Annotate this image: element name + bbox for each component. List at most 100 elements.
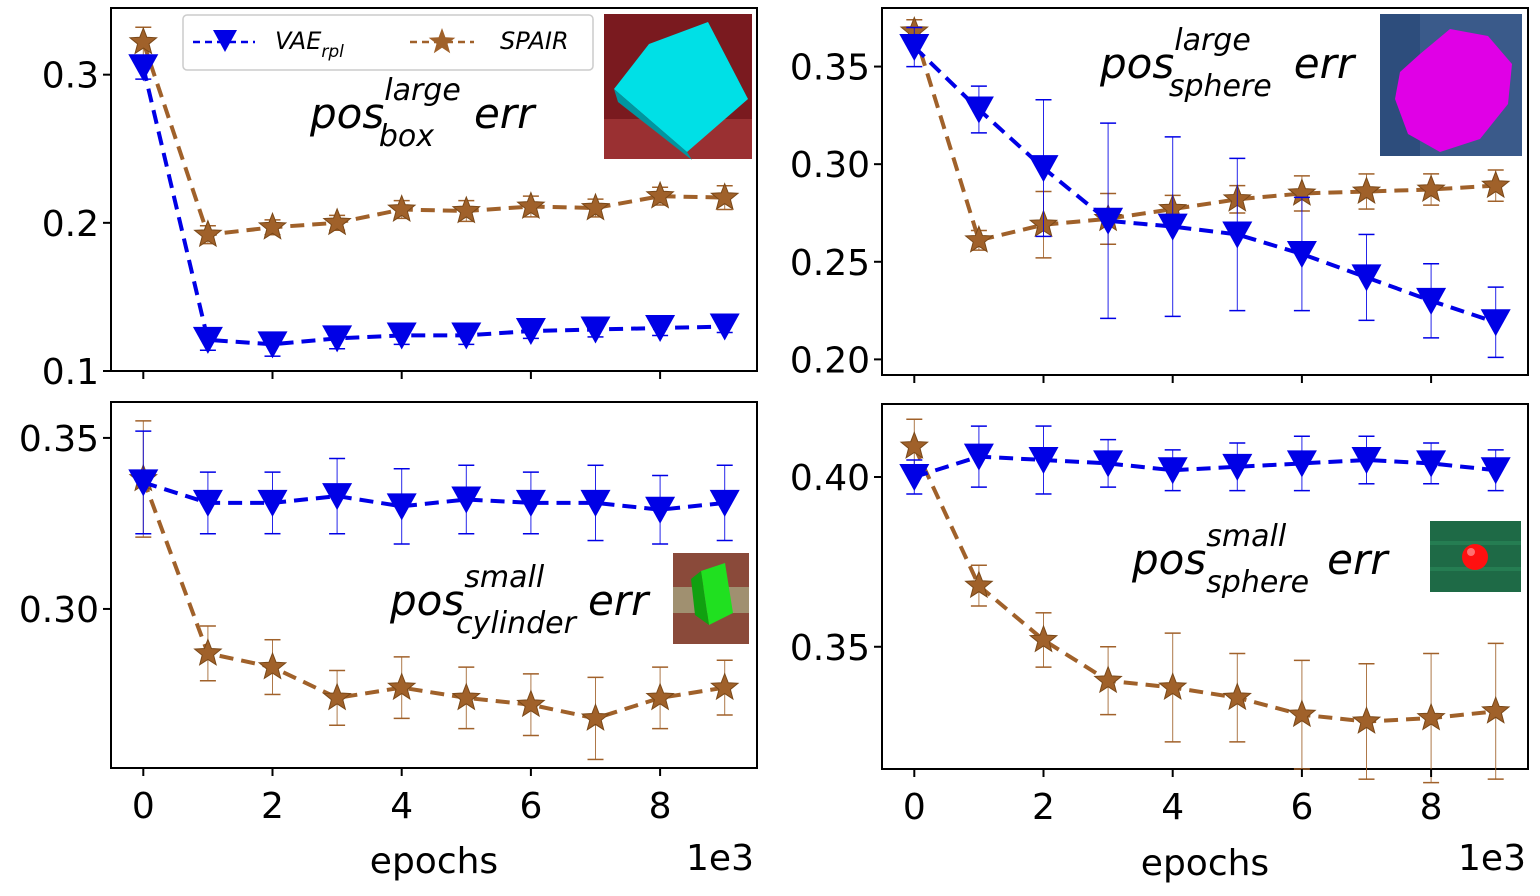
x-multiplier-left: 1e3 (686, 838, 754, 879)
series-line-vae (913, 454, 1496, 479)
y-tick-label: 0.1 (42, 352, 99, 393)
point-marker (580, 703, 611, 731)
series-line-spair (912, 30, 1496, 243)
point-marker (1351, 176, 1382, 204)
legend-spair-label: SPAIR (500, 27, 569, 55)
x-axis-label-right: epochs (1141, 843, 1269, 884)
series-line-vae (912, 45, 1497, 325)
point-marker (193, 219, 223, 248)
point-marker (515, 489, 546, 517)
series-line-vae (141, 66, 725, 347)
axes-frame (110, 401, 758, 769)
point-marker (645, 180, 675, 209)
legend-vae-label: VAErpl (275, 27, 344, 62)
point-marker (128, 26, 158, 55)
y-ticks: 0.35 0.40 (790, 458, 882, 669)
series-vae (899, 425, 1511, 495)
y-tick-label: 0.30 (790, 145, 870, 186)
point-marker (1351, 706, 1382, 734)
point-marker (386, 322, 417, 350)
legend-spair-marker-icon (428, 28, 456, 54)
plot-area (128, 420, 740, 761)
series-line-spair (141, 41, 725, 237)
y-tick-label: 0.40 (790, 458, 870, 499)
point-marker (1028, 447, 1059, 475)
point-marker (1157, 457, 1188, 485)
point-marker (1157, 213, 1188, 241)
x-tick-label: 0 (132, 786, 155, 827)
point-marker (1028, 624, 1059, 653)
point-marker (451, 682, 481, 711)
point-marker (710, 182, 740, 211)
point-marker (899, 431, 929, 459)
point-marker (1222, 682, 1252, 711)
legend: VAErpl SPAIR (182, 14, 594, 71)
point-marker (128, 54, 159, 82)
point-marker (451, 322, 482, 350)
point-marker (322, 682, 352, 711)
panel-cylinder-small: 0.30 0.35 0 2 4 6 8 possmall cylinder err (19, 401, 758, 827)
series-vae (899, 26, 1511, 359)
y-tick-label: 0.35 (790, 48, 870, 89)
point-marker (1093, 207, 1124, 235)
y-ticks: 0.20 0.25 0.30 0.35 (790, 48, 882, 381)
point-marker (580, 489, 611, 517)
x-tick-label: 4 (1161, 787, 1184, 828)
x-tick-label: 0 (903, 787, 926, 828)
y-ticks: 0.30 0.35 (19, 419, 111, 631)
cyan-box-icon (614, 22, 748, 152)
point-marker (515, 317, 546, 345)
y-tick-label: 0.30 (19, 590, 99, 631)
plot-area (899, 16, 1511, 359)
inset-image (604, 14, 752, 160)
series-vae (128, 54, 740, 359)
point-marker (645, 682, 675, 711)
point-marker (451, 486, 482, 514)
point-marker (1416, 702, 1446, 731)
point-marker (192, 489, 223, 517)
series-spair (128, 26, 740, 248)
y-tick-label: 0.3 (42, 56, 99, 97)
point-marker (964, 224, 994, 253)
green-cylinder-icon (701, 563, 733, 625)
x-tick-label: 4 (390, 786, 413, 827)
y-tick-label: 0.35 (790, 628, 870, 669)
point-marker (710, 672, 740, 701)
x-tick-label: 8 (649, 786, 672, 827)
x-ticks: 0 2 4 6 8 (132, 768, 672, 827)
plot-area (899, 418, 1511, 784)
point-marker (1158, 672, 1188, 700)
y-tick-label: 0.35 (19, 419, 99, 460)
panel-title: possmall cylinder err (389, 560, 651, 641)
point-marker (386, 493, 417, 521)
y-tick-label: 0.20 (790, 340, 870, 381)
point-marker (322, 483, 353, 511)
point-marker (580, 316, 611, 344)
point-marker (387, 194, 417, 222)
point-marker (1416, 287, 1447, 315)
point-marker (257, 651, 288, 680)
point-marker (1287, 699, 1317, 728)
box-side-shade (614, 89, 692, 160)
point-marker (451, 195, 481, 224)
point-marker (1481, 695, 1511, 724)
x-ticks: 0 2 4 6 8 (903, 769, 1443, 828)
point-marker (387, 672, 417, 701)
series-vae (128, 430, 740, 545)
panel-sphere-large: 0.20 0.25 0.30 0.35 poslarge sphere err (790, 7, 1529, 383)
point-marker (709, 489, 740, 517)
point-marker (257, 489, 288, 517)
point-marker (193, 638, 223, 666)
point-marker (128, 469, 159, 497)
point-marker (1286, 240, 1317, 268)
series-spair (899, 418, 1511, 784)
y-tick-label: 0.25 (790, 243, 870, 284)
point-marker (1028, 155, 1059, 183)
point-marker (645, 496, 676, 524)
panel-title: poslarge box err (309, 73, 537, 154)
series-line-vae (142, 480, 725, 512)
x-tick-label: 6 (519, 786, 542, 827)
inset-stripe (1430, 541, 1521, 545)
point-marker (1416, 450, 1447, 478)
